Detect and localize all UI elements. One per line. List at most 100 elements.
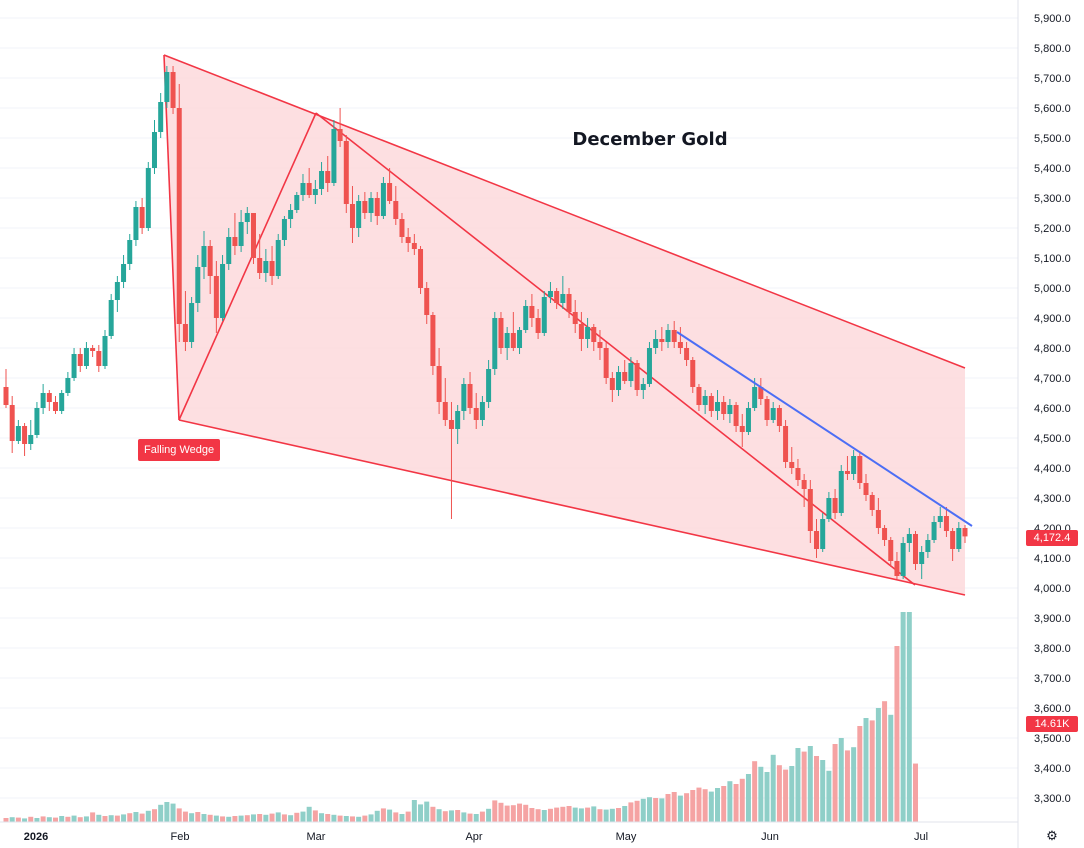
price-tick-label: 5,400.0 [1034,163,1071,175]
volume-bar [374,810,380,822]
candle-body [566,294,572,312]
volume-bars [3,612,919,822]
volume-bar [164,802,170,822]
candle-body [770,408,776,420]
volume-bar [102,816,108,822]
volume-bar [59,816,65,822]
volume-bar [151,809,157,822]
volume-bar [653,798,659,822]
candle-body [40,393,46,408]
volume-bar [189,813,195,822]
volume-bar [492,800,498,822]
volume-bar [411,800,417,822]
candle-body [739,426,745,432]
time-tick-label: Jul [914,831,928,843]
candle-body [213,276,219,318]
volume-bar [275,812,281,822]
price-tick-label: 3,300.0 [1034,793,1071,805]
time-axis[interactable]: 2026 Feb Mar Apr May Jun Jul [0,0,1019,848]
candle-body [733,405,739,426]
candle-body [28,435,34,444]
volume-bar [455,810,461,822]
candle-body [356,201,362,228]
volume-bar [745,774,751,822]
candle-body [851,456,857,474]
price-tick-label: 5,300.0 [1034,193,1071,205]
candle-body [888,540,894,561]
volume-bar [900,612,906,822]
candle-body [764,399,770,420]
candle-body [300,183,306,195]
candle-body [677,342,683,348]
candle-body [504,333,510,348]
candle-body [121,264,127,282]
volume-bar [640,798,646,822]
volume-bar [659,798,665,822]
candle-body [424,288,430,315]
price-tick-label: 3,500.0 [1034,733,1071,745]
volume-bar [294,812,300,822]
candle-body [517,330,523,348]
candle-body [312,189,318,195]
candle-body [783,426,789,462]
candle-body [585,327,591,339]
candle-body [238,222,244,246]
candle-body [832,498,838,513]
candle-body [659,339,665,342]
volume-bar [52,817,58,822]
price-tick-label: 3,900.0 [1034,613,1071,625]
candle-body [127,240,133,264]
candle-body [486,369,492,402]
candle-body [578,324,584,339]
settings-icon[interactable]: ⚙ [1046,828,1058,843]
volume-bar [430,806,436,822]
volume-bar [566,806,572,822]
candle-body [684,348,690,360]
candle-body [331,129,337,183]
volume-bar [708,791,714,822]
candle-body [294,195,300,210]
price-tick-label: 3,600.0 [1034,703,1071,715]
volume-bar [572,807,578,822]
candle-body [195,267,201,303]
volume-bar [65,816,71,822]
volume-bar [690,790,696,822]
volume-bar [591,806,597,822]
candle-body [671,330,677,342]
price-tick-label: 3,800.0 [1034,643,1071,655]
candle-body [22,426,28,444]
price-axis[interactable]: 5,900.0 5,800.0 5,700.0 5,600.0 5,500.0 5,400… [1034,13,1071,805]
volume-bar [535,809,541,822]
volume-bar [814,756,820,822]
candle-body [83,348,89,366]
volume-bar [807,746,813,822]
candle-body [368,198,374,213]
volume-bar [578,808,584,822]
candle-body [164,72,170,102]
candle-body [145,168,151,228]
volume-bar [34,818,40,822]
chart-title: December Gold [572,129,727,150]
volume-bar [3,818,9,822]
candle-body [473,408,479,420]
volume-bar [356,816,362,822]
volume-bar [22,818,28,822]
candle-body [405,237,411,243]
volume-bar [560,806,566,822]
volume-bar [665,794,671,822]
wedge-diagonal-line [315,112,916,586]
volume-bar [820,760,826,822]
volume-bar [232,816,238,822]
candle-body [436,366,442,402]
candle-body [158,102,164,132]
volume-bar [133,812,139,822]
candle-body [201,246,207,267]
candle-body [479,402,485,420]
candle-body [807,489,813,531]
resistance-trend-line [676,331,973,527]
volume-bar [368,814,374,822]
candle-body [943,516,949,531]
candle-body [826,498,832,519]
volume-bar [121,814,127,822]
